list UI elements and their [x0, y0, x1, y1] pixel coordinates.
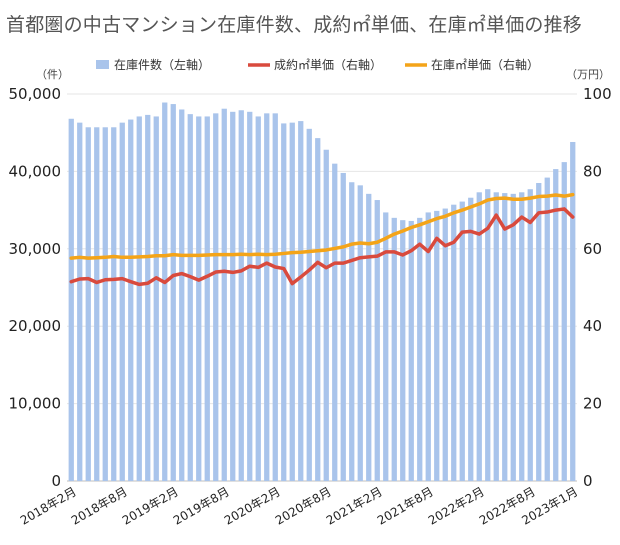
inventory-bar [204, 116, 210, 482]
inventory-bar [196, 116, 202, 482]
inventory-bar [238, 110, 244, 481]
inventory-bar [561, 162, 567, 481]
inventory-bar [536, 183, 542, 481]
inventory-bar [434, 210, 440, 481]
inventory-bar [476, 192, 482, 481]
inventory-bar [102, 127, 108, 482]
legend-label-listing-price: 在庫㎡単価（右軸） [431, 57, 539, 72]
inventory-bar [111, 127, 117, 482]
inventory-bar [221, 108, 227, 482]
x-tick-label: 2020年2月 [222, 484, 283, 527]
left-tick-label: 40,000 [9, 162, 62, 180]
inventory-bar [255, 116, 261, 482]
inventory-bar [332, 163, 338, 481]
inventory-bar [179, 109, 185, 481]
inventory-bar [77, 122, 83, 481]
legend-label-contract-price: 成約㎡単価（右軸） [274, 57, 382, 72]
inventory-bar [527, 189, 533, 481]
inventory-bar [570, 141, 576, 481]
inventory-bar [544, 177, 550, 482]
inventory-bar [85, 127, 91, 482]
left-axis-unit: （件） [36, 68, 69, 81]
inventory-bar [366, 193, 372, 481]
inventory-bar [323, 149, 329, 481]
inventory-bar [357, 185, 363, 481]
inventory-bar [247, 111, 253, 481]
left-tick-label: 10,000 [9, 395, 62, 413]
x-tick-label: 2022年2月 [426, 484, 487, 527]
inventory-bar [374, 200, 380, 481]
x-tick-label: 2021年2月 [324, 484, 385, 527]
inventory-bar [340, 172, 346, 481]
inventory-bar [519, 192, 525, 481]
inventory-bar [553, 169, 559, 481]
inventory-bar [425, 212, 431, 481]
right-tick-label: 20 [583, 395, 602, 413]
left-tick-label: 30,000 [9, 240, 62, 258]
x-tick-label: 2018年2月 [18, 484, 79, 527]
inventory-bar [485, 189, 491, 481]
inventory-bar [493, 192, 499, 481]
inventory-bar [119, 122, 125, 481]
inventory-bar [264, 113, 270, 481]
inventory-bar [162, 102, 168, 481]
legend-swatch-inventory [96, 60, 109, 69]
contract-price-line [69, 207, 575, 287]
left-tick-label: 50,000 [9, 85, 62, 103]
inventory-bar [298, 121, 304, 481]
right-tick-label: 40 [583, 317, 602, 335]
x-axis: 2018年2月2018年8月2019年2月2019年8月2020年2月2020年… [18, 484, 580, 527]
x-tick-label: 2019年8月 [171, 484, 232, 527]
inventory-bar [128, 119, 134, 482]
listing-price-line [69, 192, 575, 260]
inventory-bar [136, 116, 142, 482]
inventory-bar [213, 113, 219, 481]
right-tick-label: 100 [583, 85, 612, 103]
inventory-bar [417, 217, 423, 481]
inventory-bar [94, 127, 100, 482]
inventory-bar [349, 182, 355, 481]
inventory-bar [442, 208, 448, 481]
inventory-bar [391, 217, 397, 481]
inventory-bar [272, 113, 278, 481]
left-tick-label: 0 [51, 472, 61, 490]
right-axis: 0 20 40 60 80 100 [583, 85, 612, 490]
page-title: 首都圏の中古マンション在庫件数、成約㎡単価、在庫㎡単価の推移 [6, 14, 583, 36]
inventory-bar [502, 193, 508, 481]
inventory-bar [230, 111, 236, 481]
inventory-bar [451, 204, 457, 481]
inventory-bar [153, 116, 159, 482]
x-tick-label: 2018年8月 [69, 484, 130, 527]
left-axis: 0 10,000 20,000 30,000 40,000 50,000 [9, 85, 62, 490]
inventory-bar [306, 128, 312, 481]
inventory-bar [459, 201, 465, 481]
right-tick-label: 60 [583, 240, 602, 258]
right-axis-unit: （万円） [566, 68, 610, 81]
inventory-bar [170, 104, 176, 481]
inventory-bar [408, 220, 414, 481]
inventory-bar [289, 122, 295, 481]
x-tick-label: 2020年8月 [273, 484, 334, 527]
legend-label-inventory: 在庫件数（左軸） [114, 57, 210, 72]
x-tick-label: 2021年8月 [375, 484, 436, 527]
inventory-bar [468, 197, 474, 481]
inventory-bar [68, 118, 74, 481]
inventory-bar [187, 114, 193, 482]
inventory-bar [510, 193, 516, 481]
x-tick-label: 2019年2月 [120, 484, 181, 527]
line-series [69, 192, 575, 287]
right-tick-label: 0 [583, 472, 593, 490]
inventory-bar [400, 220, 406, 482]
left-tick-label: 20,000 [9, 317, 62, 335]
bar-series [68, 102, 576, 482]
inventory-bar [315, 138, 321, 482]
gridlines [67, 93, 577, 482]
legend: 在庫件数（左軸） 成約㎡単価（右軸） 在庫㎡単価（右軸） [96, 57, 539, 72]
inventory-bar [145, 114, 151, 481]
inventory-bar [383, 212, 389, 481]
right-tick-label: 80 [583, 162, 602, 180]
inventory-bar [281, 123, 287, 482]
